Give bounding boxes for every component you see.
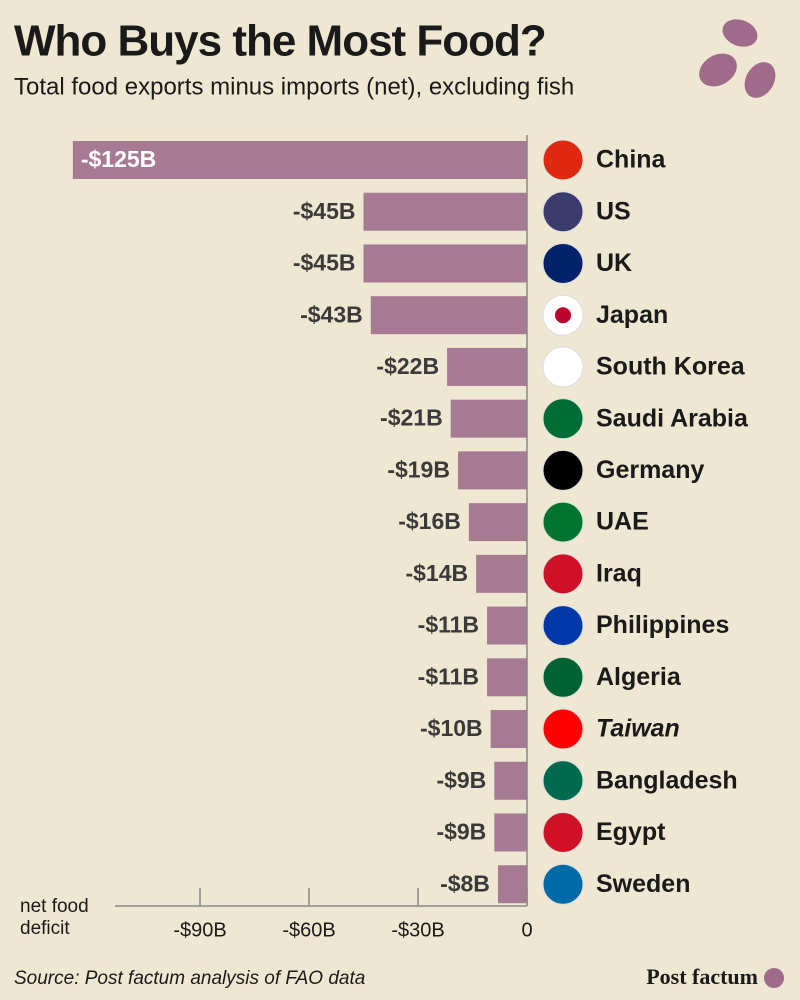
flag	[542, 605, 584, 647]
flag	[542, 863, 584, 905]
category-label: Japan	[596, 301, 668, 329]
bar	[370, 296, 527, 335]
category-label: Algeria	[596, 663, 682, 691]
flag	[542, 346, 584, 388]
category-label: China	[596, 146, 667, 174]
x-axis-label: net food deficit	[20, 896, 89, 939]
category-label: Germany	[596, 456, 704, 484]
bar	[494, 813, 527, 852]
flag	[542, 501, 584, 543]
category-label: Bangladesh	[596, 766, 738, 794]
value-label: -$21B	[380, 405, 443, 431]
category-label: Sweden	[596, 870, 690, 898]
bar	[487, 606, 527, 645]
chart-subtitle: Total food exports minus imports (net), …	[14, 73, 574, 100]
flag	[542, 139, 584, 181]
category-label: Philippines	[596, 611, 729, 639]
category-label: US	[596, 197, 631, 225]
flag	[542, 191, 584, 233]
x-tick-label: -$30B	[391, 919, 444, 941]
brand: Post factum	[646, 964, 758, 989]
category-label: Iraq	[596, 559, 642, 587]
category-label: Saudi Arabia	[596, 404, 749, 432]
bar	[468, 503, 527, 542]
flag	[542, 398, 584, 440]
chart-title: Who Buys the Most Food?	[14, 17, 546, 66]
category-label: South Korea	[596, 353, 746, 381]
category-label: UK	[596, 249, 632, 277]
bar	[363, 192, 527, 231]
bar	[363, 244, 527, 283]
bar	[494, 761, 527, 800]
bar	[490, 710, 527, 749]
flag	[542, 760, 584, 802]
category-label: Taiwan	[596, 715, 680, 743]
brand-logo	[764, 968, 784, 988]
source: Source: Post factum analysis of FAO data	[14, 968, 365, 989]
bar	[457, 451, 527, 490]
bar	[497, 865, 527, 904]
x-tick-label: -$60B	[282, 919, 335, 941]
value-label: -$125B	[81, 146, 156, 172]
value-label: -$10B	[420, 715, 483, 741]
value-label: -$19B	[387, 456, 450, 482]
flag-detail	[555, 307, 571, 324]
bar	[72, 141, 527, 179]
flag	[542, 242, 584, 284]
value-label: -$43B	[300, 301, 363, 327]
flag	[542, 708, 584, 750]
value-label: -$14B	[405, 560, 468, 586]
x-tick-label: 0	[521, 919, 532, 941]
bar	[476, 554, 527, 593]
value-label: -$45B	[293, 198, 356, 224]
flag	[542, 449, 584, 491]
value-label: -$16B	[398, 508, 461, 534]
category-label: Egypt	[596, 818, 666, 846]
flag	[542, 811, 584, 853]
value-label: -$22B	[376, 353, 439, 379]
bar	[450, 399, 527, 438]
x-tick-label: -$90B	[173, 919, 226, 941]
value-label: -$45B	[293, 250, 356, 276]
value-label: -$8B	[440, 870, 490, 896]
flag	[542, 553, 584, 595]
value-label: -$9B	[436, 819, 486, 845]
bar	[447, 347, 527, 386]
category-label: UAE	[596, 508, 649, 536]
value-label: -$11B	[418, 663, 479, 689]
value-label: -$11B	[418, 612, 479, 638]
beans-icon	[699, 19, 776, 98]
flag	[542, 656, 584, 698]
value-label: -$9B	[436, 767, 486, 793]
bar	[487, 658, 527, 697]
